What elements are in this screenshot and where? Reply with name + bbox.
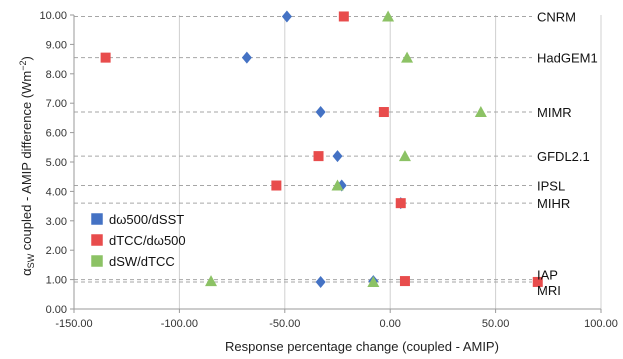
y-tick-label: 8.00 (46, 69, 67, 81)
y-tick-label: 3.00 (46, 216, 67, 228)
y-tick-label: 6.00 (46, 128, 67, 140)
square-marker (338, 11, 349, 22)
y-tick-label: 5.00 (46, 157, 67, 169)
triangle-marker (367, 275, 380, 287)
triangle-marker (398, 150, 411, 162)
model-label: MIHR (537, 196, 570, 211)
legend-label: dSW/dTCC (109, 254, 175, 269)
diamond-marker (281, 10, 292, 23)
y-tick-label: 4.00 (46, 186, 67, 198)
diamond-marker (315, 106, 326, 119)
x-axis-title: Response percentage change (coupled - AM… (225, 339, 499, 354)
x-tick-label: -150.00 (55, 318, 92, 330)
model-label: IPSL (537, 179, 565, 194)
model-label: CNRM (537, 9, 576, 24)
y-tick-label: 1.00 (46, 275, 67, 287)
diamond-marker (241, 51, 252, 64)
square-marker (378, 107, 389, 118)
triangle-marker (331, 179, 344, 191)
y-tick-label: 9.00 (46, 39, 67, 51)
x-tick-label: 100.00 (584, 318, 618, 330)
model-label: MIMR (537, 105, 572, 120)
square-marker (313, 151, 324, 162)
legend-swatch (90, 233, 104, 247)
y-tick-label: 7.00 (46, 98, 67, 110)
square-marker (399, 276, 410, 287)
triangle-marker (205, 275, 218, 287)
x-tick-label: -50.00 (269, 318, 300, 330)
square-marker (100, 52, 111, 63)
model-label: MRI (537, 283, 561, 298)
legend-label: dω500/dSST (109, 212, 184, 227)
square-marker (532, 276, 543, 287)
model-label: GFDL2.1 (537, 149, 590, 164)
square-marker (271, 180, 282, 191)
y-tick-label: 0.00 (46, 304, 67, 316)
x-tick-label: 0.00 (379, 318, 400, 330)
axes: 0.00 1.00 2.00 3.00 4.00 5.00 6.00 7.00 8.00 9.00… (39, 10, 617, 330)
y-axis-title: αSW coupled - AMIP difference (Wm−2) (18, 56, 36, 276)
y-tick-label: 10.00 (39, 10, 67, 22)
x-tick-label: -100.00 (161, 318, 198, 330)
triangle-marker (401, 51, 414, 63)
model-guide-lines (74, 15, 532, 283)
triangle-marker (382, 10, 395, 22)
legend-label: dTCC/dω500 (109, 233, 186, 248)
square-marker (395, 198, 406, 209)
legend-swatch (90, 212, 104, 226)
model-label: HadGEM1 (537, 51, 598, 66)
legend: dω500/dSST dTCC/dω500 dSW/dTCC (90, 212, 186, 269)
legend-swatch (90, 254, 104, 268)
x-tick-label: 50.00 (482, 318, 510, 330)
model-label: IAP (537, 268, 558, 283)
triangle-marker (474, 106, 487, 118)
grid (178, 15, 602, 309)
diamond-marker (332, 150, 343, 163)
diamond-marker (315, 275, 326, 288)
data-markers (100, 10, 543, 288)
y-tick-label: 2.00 (46, 245, 67, 257)
